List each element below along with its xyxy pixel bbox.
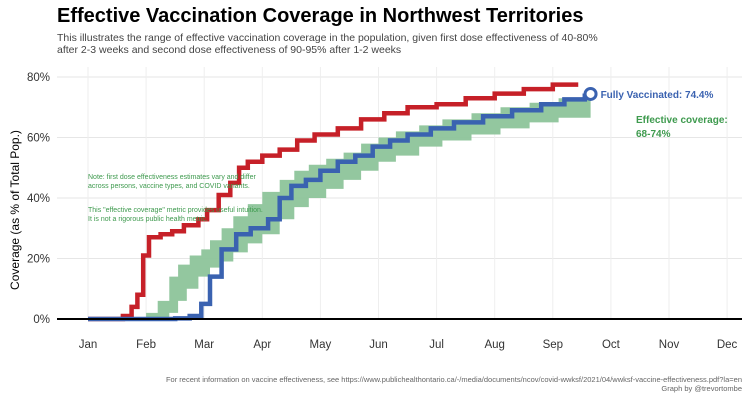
first_dose-line xyxy=(88,82,579,322)
x-tick-label: Sep xyxy=(543,339,563,351)
effective-coverage-label: Effective coverage: xyxy=(636,115,728,126)
chart-subtitle: This illustrates the range of effective … xyxy=(57,32,598,56)
x-tick-label: Jan xyxy=(79,339,98,351)
series-lines xyxy=(88,82,593,322)
y-axis-label: Coverage (as % of Total Pop.) xyxy=(8,130,22,290)
source-caption: For recent information on vaccine effect… xyxy=(165,375,742,384)
axes: 0% 20% 40% 60% 80% Jan Feb Mar Apr May Jun Jul Aug Se… xyxy=(27,72,742,351)
effective-coverage-band xyxy=(146,95,591,319)
note-2-line-2: It is not a rigorous public health metri… xyxy=(88,216,208,223)
chart-title: Effective Vaccination Coverage in Northw… xyxy=(57,5,584,27)
effective-coverage-area xyxy=(146,95,591,319)
gridlines xyxy=(57,67,742,320)
y-tick-label: 40% xyxy=(27,193,50,205)
x-tick-label: May xyxy=(310,339,332,351)
x-tick-label: Mar xyxy=(194,339,214,351)
x-tick-label: Feb xyxy=(136,339,156,351)
fully-vaccinated-endpoint xyxy=(583,86,598,101)
x-tick-label: Aug xyxy=(484,339,504,351)
note-1-line-1: Note: first dose effectiveness estimates… xyxy=(88,174,256,181)
effective-coverage-range: 68-74% xyxy=(636,129,671,140)
y-tick-label: 0% xyxy=(33,314,50,326)
x-tick-label: Nov xyxy=(659,339,680,351)
note-1-line-2: across persons, vaccine types, and COVID… xyxy=(88,183,250,190)
x-tick-label: Dec xyxy=(717,339,738,351)
fully-vaccinated-label: Fully Vaccinated: 74.4% xyxy=(601,90,714,101)
x-tick-label: Jun xyxy=(369,339,388,351)
credit-caption: Graph by @trevortombe xyxy=(661,384,742,393)
chart-labels: Fully Vaccinated: 74.4% Effective coverag… xyxy=(88,86,728,223)
y-tick-label: 20% xyxy=(27,254,50,266)
x-tick-label: Oct xyxy=(602,339,621,351)
fully-line xyxy=(88,93,593,322)
x-tick-label: Jul xyxy=(429,339,444,351)
y-tick-label: 80% xyxy=(27,72,50,84)
y-tick-label: 60% xyxy=(27,133,50,145)
note-2-line-1: This "effective coverage" metric provide… xyxy=(88,207,263,214)
x-tick-label: Apr xyxy=(253,339,271,351)
